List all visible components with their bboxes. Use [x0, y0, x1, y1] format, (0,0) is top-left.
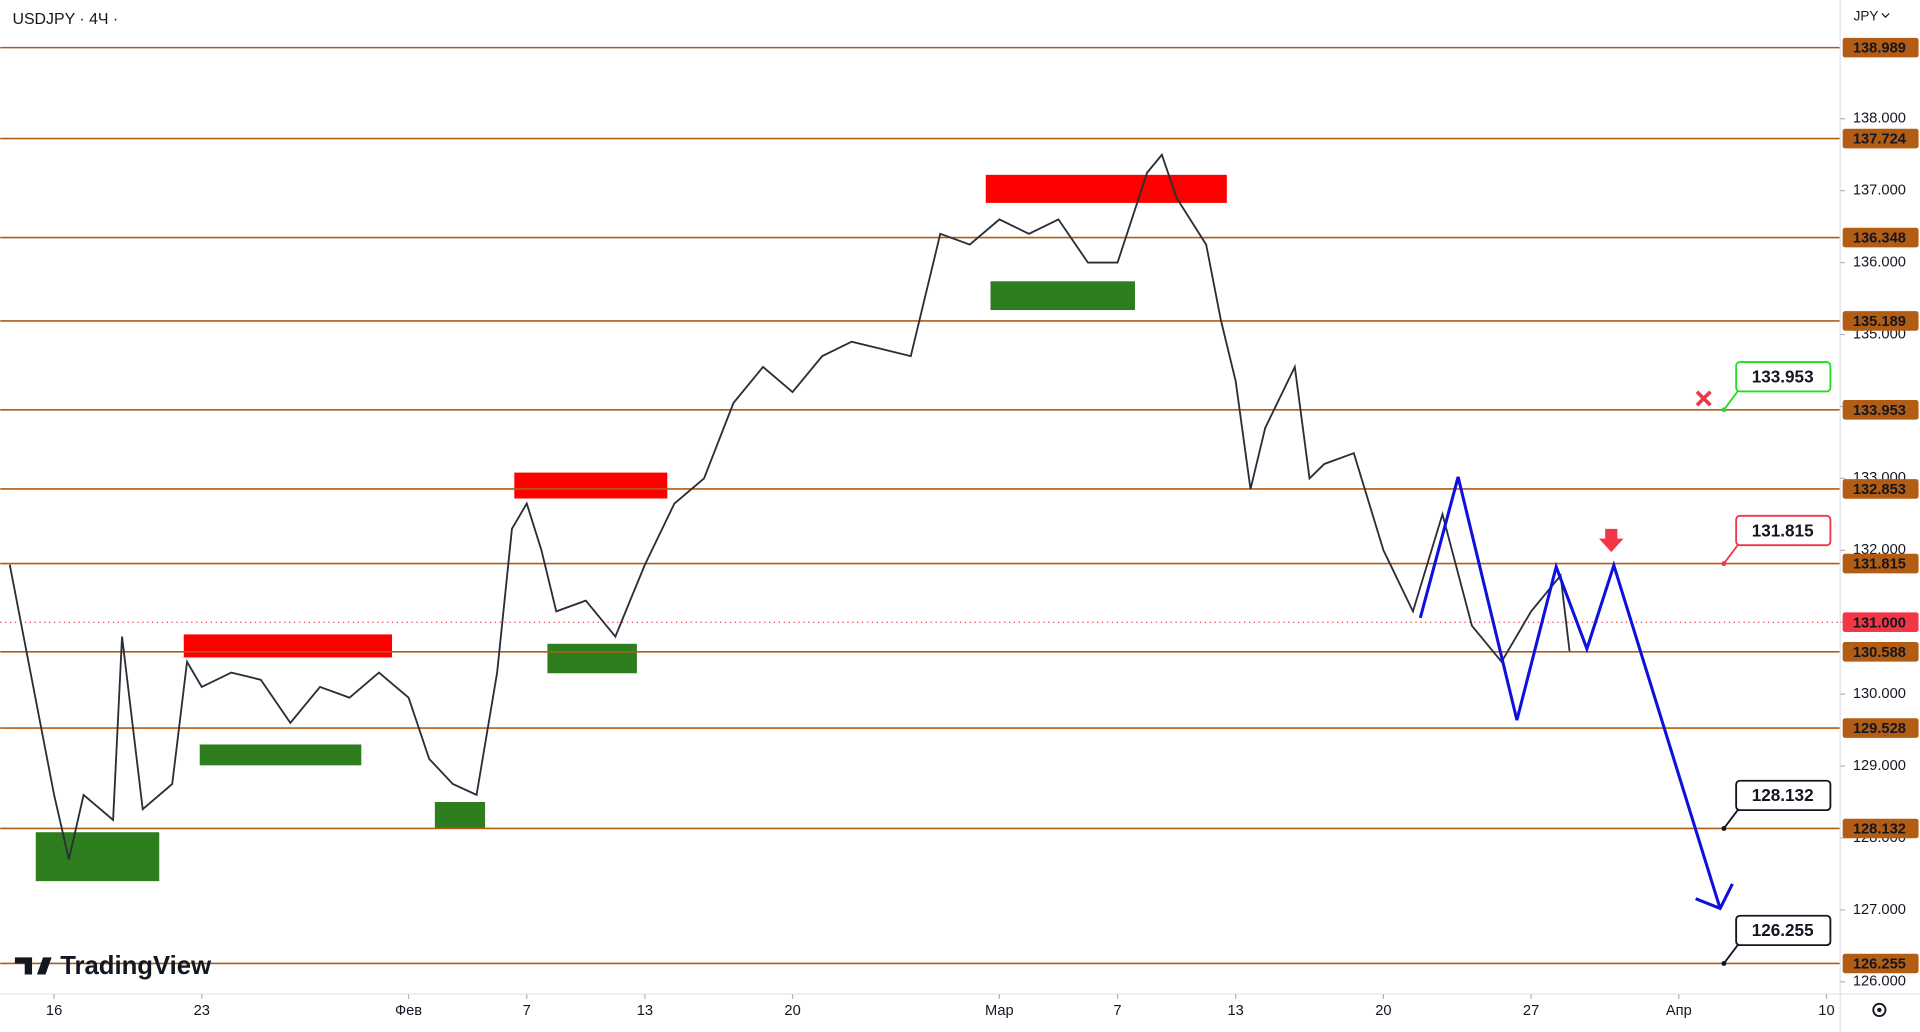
callout-pointer [1723, 808, 1740, 830]
x-tick-label: Фев [395, 1003, 422, 1019]
currency-caret [1881, 13, 1890, 19]
last-price-label: 131.000 [1853, 615, 1906, 631]
level-label: 131.815 [1853, 557, 1906, 573]
x-mark [1695, 390, 1712, 407]
callout-box [1735, 779, 1832, 812]
x-tick-label: Мар [985, 1003, 1014, 1019]
level-tag [1842, 128, 1919, 149]
level-label: 126.255 [1853, 957, 1906, 973]
level-tag [1842, 642, 1919, 662]
x-tick-label: 20 [1375, 1003, 1391, 1019]
x-tick-label: 7 [1113, 1003, 1121, 1019]
callout-box [1735, 361, 1832, 393]
level-label: 135.189 [1853, 314, 1906, 330]
levels [0, 46, 1841, 965]
logo-text: TradingView [60, 952, 212, 980]
level-label: 130.588 [1853, 645, 1906, 661]
level-label: 136.348 [1853, 231, 1906, 247]
level-tag [1842, 818, 1919, 839]
x-tick-label: 23 [194, 1003, 210, 1019]
y-tick-label: 126.000 [1853, 974, 1906, 990]
settings[interactable] [1872, 1002, 1887, 1018]
y-tick-label: 127.000 [1853, 902, 1906, 918]
zone [990, 281, 1135, 311]
price [8, 152, 1734, 911]
x-tick-label: 27 [1523, 1003, 1539, 1019]
y-tick-label: 137.000 [1853, 183, 1906, 199]
axes: 126.000127.000128.000129.000130.000131.0… [46, 111, 1906, 1019]
zone [183, 634, 393, 658]
level-tag [1842, 400, 1919, 420]
callout-pointer [1723, 543, 1740, 565]
x-tick-label: 7 [523, 1003, 531, 1019]
zone [514, 472, 668, 499]
x-tick-label: 20 [784, 1003, 800, 1019]
zone [35, 832, 160, 882]
zone [547, 643, 637, 674]
callout-pointer [1723, 389, 1740, 411]
x-tick-label: 10 [1818, 1003, 1834, 1019]
level-label: 129.528 [1853, 721, 1906, 737]
level-tag [1842, 718, 1919, 738]
callout-box [1735, 514, 1832, 547]
price-line [8, 152, 1571, 860]
level-tag [1842, 227, 1919, 248]
level-label: 138.989 [1853, 41, 1906, 57]
callout-label: 131.815 [1752, 520, 1814, 540]
level-tag [1842, 953, 1919, 974]
zone [985, 174, 1227, 203]
x-tick-label: 16 [46, 1003, 62, 1019]
callout-pointer [1723, 943, 1740, 965]
last-price-tag [1842, 612, 1919, 633]
down-arrow [1599, 528, 1624, 553]
x-tick-label: 13 [637, 1003, 653, 1019]
callout-label: 133.953 [1752, 367, 1814, 387]
symbol: USDJPY · 4Ч · [12, 11, 118, 28]
labels: 138.989 137.724 136.348 135.189 133.953 132.8… [1721, 37, 1919, 974]
projection-line [1418, 476, 1722, 909]
y-tick-label: 136.000 [1853, 254, 1906, 270]
zones [35, 174, 1227, 882]
currency[interactable]: JPY [1854, 9, 1879, 24]
level-tag [1842, 311, 1919, 331]
callout-label: 128.132 [1752, 785, 1814, 805]
logo-icon [14, 957, 52, 975]
zone [199, 744, 362, 766]
level-tag [1842, 37, 1919, 58]
logo: TradingView [14, 952, 212, 980]
y-tick-label: 129.000 [1853, 758, 1906, 774]
y-tick-label: 138.000 [1853, 111, 1906, 127]
y-tick-label: 130.000 [1853, 686, 1906, 702]
level-label: 133.953 [1853, 403, 1906, 419]
level-label: 137.724 [1853, 132, 1907, 148]
callout-label: 126.255 [1752, 920, 1814, 940]
level-tag [1842, 479, 1919, 499]
level-tag [1842, 553, 1919, 574]
zone [434, 802, 486, 829]
callout-box [1735, 914, 1832, 947]
level-label: 132.853 [1853, 482, 1906, 498]
x-tick-label: 13 [1228, 1003, 1244, 1019]
level-label: 128.132 [1853, 822, 1906, 838]
projection-arrowhead [1695, 883, 1734, 911]
x-tick-label: Апр [1666, 1003, 1692, 1019]
